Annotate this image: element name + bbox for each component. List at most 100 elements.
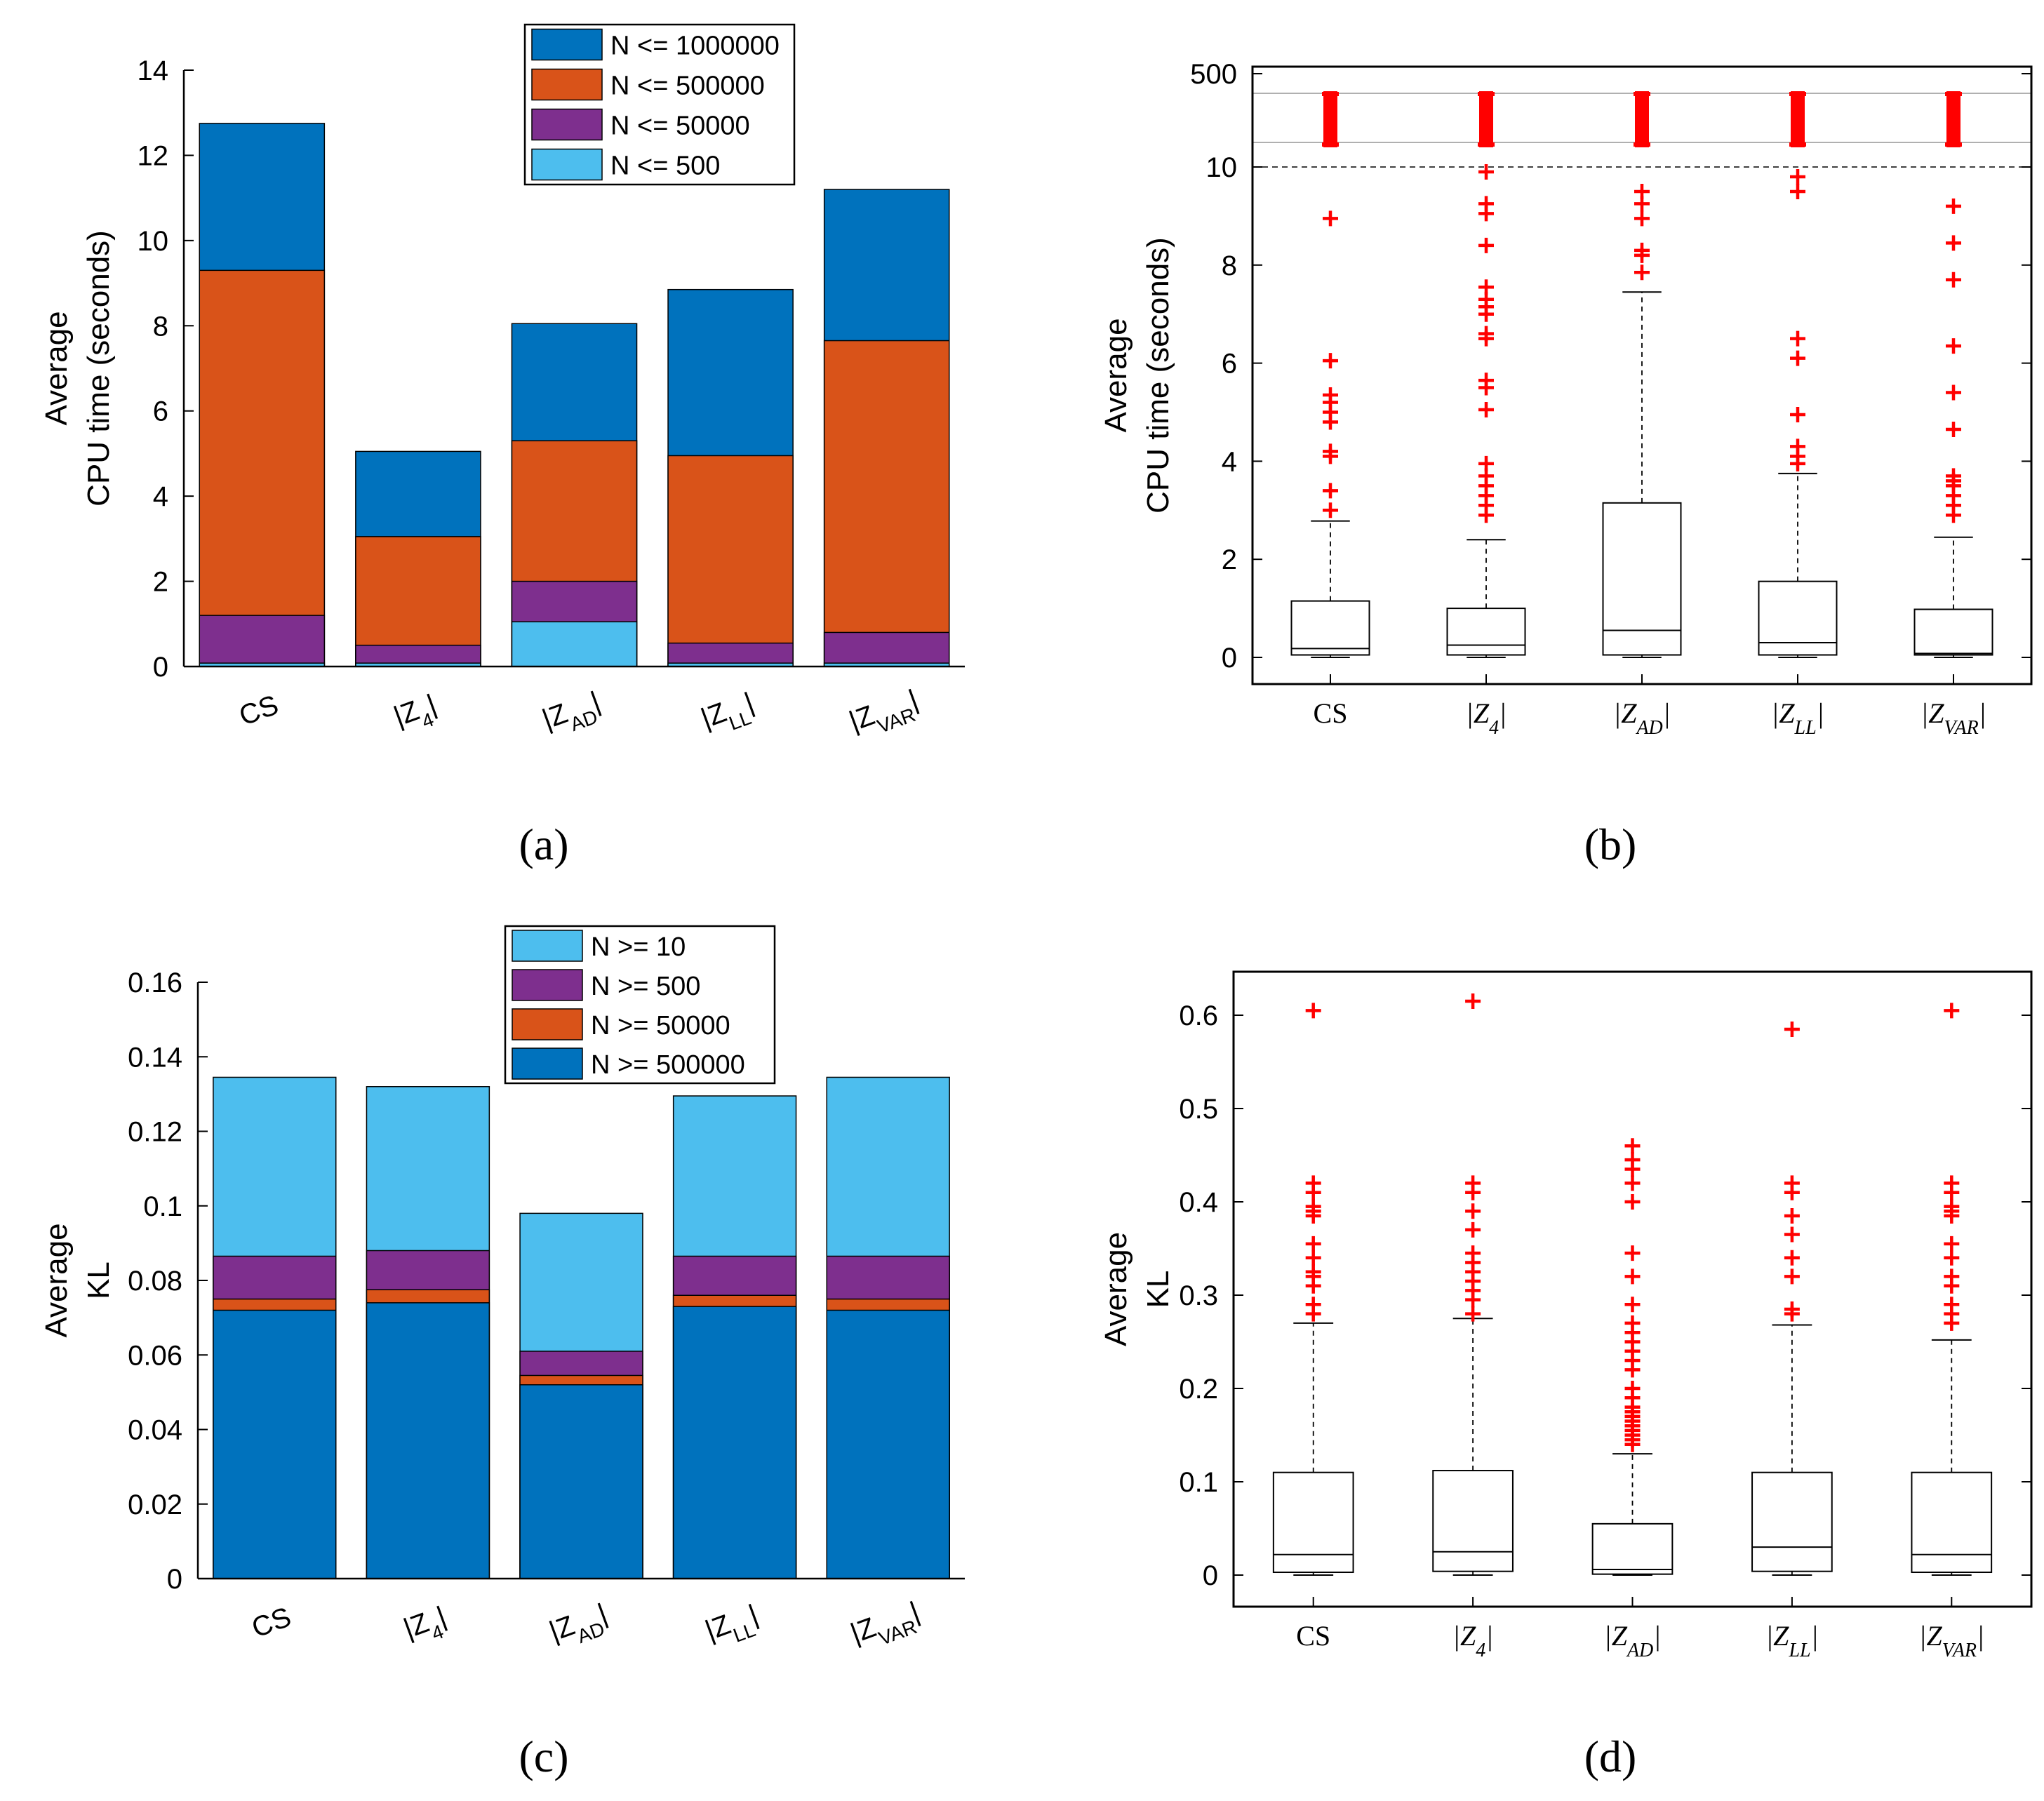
outlier-marker — [1305, 1198, 1321, 1214]
legend-swatch — [512, 969, 583, 1001]
x-tick-label-main: |Z — [1613, 697, 1637, 729]
y-tick-label: 0.3 — [1179, 1280, 1218, 1311]
bar-segment — [519, 1384, 643, 1579]
outlier-marker — [1323, 210, 1338, 227]
outlier-marker — [1624, 1194, 1641, 1210]
x-tick-label-sub: AD — [1626, 1640, 1653, 1661]
outlier-marker — [1478, 326, 1494, 342]
x-tick-label: |ZLL| — [701, 1599, 765, 1654]
x-tick-label: |Z4| — [1466, 697, 1507, 739]
bar-segment — [826, 1309, 950, 1579]
x-tick-label-sub: VAR — [1942, 1640, 1977, 1661]
x-tick-label-sub: 4 — [1489, 717, 1499, 739]
x-tick-label-main: CS — [235, 690, 282, 732]
outlier-marker — [1465, 1221, 1481, 1238]
x-tick-label: |ZAD| — [545, 1598, 614, 1656]
x-tick-label-close: | — [1653, 1620, 1661, 1652]
x-tick-label: |ZAD| — [1604, 1620, 1662, 1661]
outlier-marker — [1784, 1268, 1800, 1285]
outlier-marker — [1946, 421, 1961, 437]
box-iqr — [1911, 1471, 1993, 1574]
y-axis-label: Average — [1099, 1232, 1133, 1346]
bar-segment — [672, 1306, 797, 1579]
y-tick-label: 0.1 — [1179, 1467, 1218, 1498]
outlier-marker — [1305, 1264, 1321, 1280]
y-tick-label: 6 — [153, 396, 168, 427]
x-tick-label-main: |Z — [1921, 697, 1944, 729]
y-tick-label: 6 — [1222, 349, 1237, 380]
x-tick-label: |ZVAR| — [1921, 697, 1986, 739]
outlier-marker — [1624, 1152, 1641, 1168]
x-tick-label: |Z4| — [399, 1601, 453, 1653]
plot-frame — [1251, 65, 2033, 685]
outlier-marker — [1944, 1198, 1960, 1214]
x-tick-label: |ZAD| — [1613, 697, 1671, 739]
legend-swatch — [531, 108, 603, 141]
x-tick-label-main: |Z — [545, 1610, 579, 1647]
outlier-marker — [1944, 1297, 1960, 1313]
legend-swatch — [512, 1008, 583, 1040]
x-tick-label-main: |Z — [845, 699, 879, 737]
y-tick-label: 12 — [138, 140, 169, 171]
bar-segment — [366, 1302, 490, 1579]
bar-segment — [823, 340, 950, 667]
outlier-marker — [1478, 455, 1494, 471]
outlier-marker — [1634, 183, 1650, 199]
outlier-marker — [1784, 1175, 1800, 1191]
legend-label: N >= 500000 — [591, 1050, 745, 1080]
y-tick-label: 0.2 — [1179, 1374, 1218, 1405]
outlier-marker — [1784, 1207, 1800, 1224]
outlier-marker — [1790, 168, 1805, 185]
outlier-marker — [1944, 1175, 1960, 1191]
legend-label: N >= 10 — [591, 932, 686, 962]
outlier-marker — [1624, 1381, 1641, 1396]
bar-segment — [667, 455, 794, 667]
outlier-marker — [1634, 242, 1650, 258]
x-tick-label-main: |Z — [1765, 1620, 1789, 1652]
panel-a-stacked-bar-chart: CS |Z4| |ZAD| |ZLL| |ZVAR| 0 2 4 6 8 10 12 14 Average… — [39, 23, 965, 746]
x-tick-label-main: |Z — [1919, 1620, 1943, 1652]
y-axis-label: Average — [39, 311, 74, 425]
panel-a-caption: (a) — [519, 819, 568, 869]
outlier-marker — [1323, 353, 1338, 369]
outlier-marker — [1624, 1245, 1641, 1261]
x-tick-label-main: |Z — [1452, 1620, 1476, 1652]
outlier-marker — [1478, 237, 1494, 253]
box-iqr — [1602, 502, 1682, 656]
x-tick-label: |ZVAR| — [845, 684, 925, 746]
legend-label: N <= 500000 — [610, 72, 765, 101]
outlier-marker — [1465, 1306, 1481, 1322]
x-tick-label-main: CS — [1314, 697, 1348, 729]
box-iqr — [1446, 608, 1526, 656]
y-tick-label: 0.06 — [128, 1340, 182, 1371]
outlier-marker — [1784, 1226, 1800, 1243]
outlier-marker — [1946, 272, 1961, 288]
x-tick-label-close: | — [1817, 697, 1824, 729]
box-iqr — [1758, 580, 1838, 656]
x-tick-label-sub: VAR — [874, 703, 919, 737]
outlier-marker — [1944, 1003, 1960, 1019]
outlier-marker — [1790, 350, 1805, 366]
outlier-marker — [1305, 1250, 1321, 1266]
legend-swatch — [512, 1047, 583, 1080]
legend-swatch — [531, 28, 603, 61]
y-axis-label: KL — [81, 1261, 116, 1299]
outlier-marker — [1624, 1315, 1641, 1331]
outlier-marker — [1790, 406, 1805, 422]
outlier-marker — [1323, 443, 1338, 460]
outlier-marker — [1465, 993, 1481, 1010]
outlier-marker — [1944, 1236, 1960, 1252]
outlier-marker — [1478, 279, 1494, 295]
outlier-marker — [1478, 196, 1494, 212]
y-tick-label: 8 — [1222, 250, 1237, 281]
outlier-marker — [1946, 235, 1961, 251]
outlier-marker — [1944, 1268, 1960, 1285]
outlier-marker — [1305, 1236, 1321, 1252]
x-tick-label: |Z4| — [389, 689, 443, 741]
y-tick-label: 0.5 — [1179, 1094, 1218, 1125]
outlier-marker — [1944, 1250, 1960, 1266]
y-tick-label: 0.6 — [1179, 1000, 1218, 1031]
x-tick-label: |ZLL| — [1771, 697, 1824, 739]
